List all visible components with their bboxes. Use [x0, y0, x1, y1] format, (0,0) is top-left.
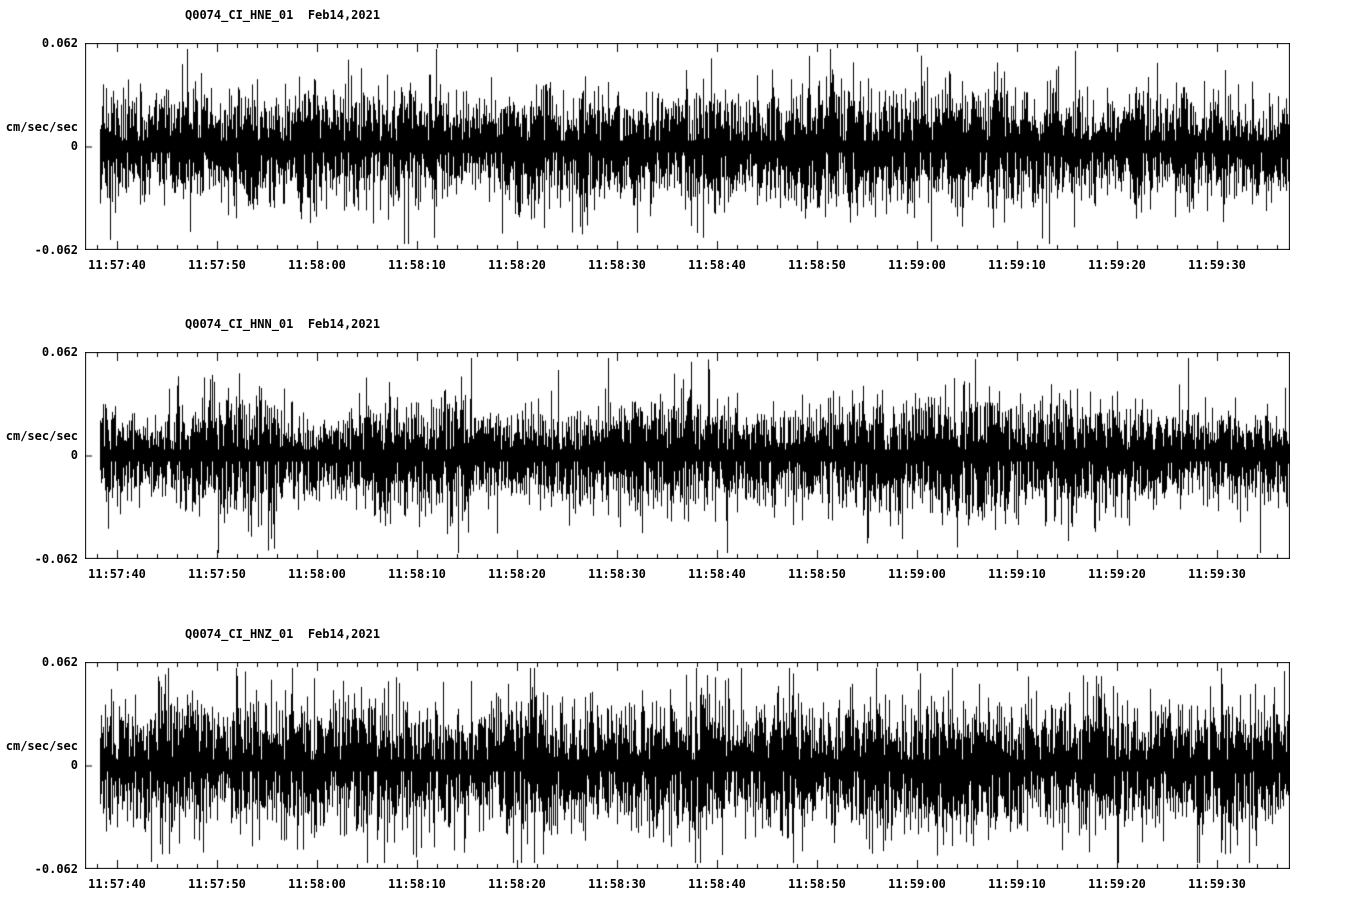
y-axis-unit-label: cm/sec/sec	[5, 429, 78, 443]
x-tick-label: 11:59:10	[988, 567, 1046, 581]
x-tick-label: 11:57:40	[88, 567, 146, 581]
x-tick-label: 11:59:10	[988, 258, 1046, 272]
x-tick-label: 11:58:50	[788, 877, 846, 891]
x-tick-label: 11:58:30	[588, 877, 646, 891]
x-tick-label: 11:57:50	[188, 567, 246, 581]
x-tick-label: 11:59:00	[888, 877, 946, 891]
x-tick-label: 11:59:00	[888, 567, 946, 581]
x-tick-label: 11:58:50	[788, 567, 846, 581]
x-tick-label: 11:58:40	[688, 877, 746, 891]
x-tick-label: 11:58:50	[788, 258, 846, 272]
panel-title-hne: Q0074_CI_HNE_01 Feb14,2021	[185, 8, 381, 22]
x-axis-tick-labels: 11:57:40 11:57:50 11:58:00 11:58:10 11:58:20…	[0, 877, 1358, 893]
x-tick-label: 11:58:40	[688, 258, 746, 272]
x-tick-label: 11:57:50	[188, 258, 246, 272]
y-min-tick-label: -0.062	[34, 243, 78, 257]
panel-title-hnn: Q0074_CI_HNN_01 Feb14,2021	[185, 317, 381, 331]
x-tick-label: 11:58:30	[588, 258, 646, 272]
x-tick-label: 11:58:40	[688, 567, 746, 581]
x-tick-label: 11:59:20	[1088, 877, 1146, 891]
x-tick-label: 11:58:30	[588, 567, 646, 581]
x-tick-label: 11:58:10	[388, 877, 446, 891]
x-tick-label: 11:58:00	[288, 258, 346, 272]
x-axis-tick-labels: 11:57:40 11:57:50 11:58:00 11:58:10 11:58:20…	[0, 258, 1358, 274]
seismogram-panel-hne: Q0074_CI_HNE_01 Feb14,2021 0.062 cm/sec/…	[0, 0, 1358, 300]
seismogram-panel-hnz: Q0074_CI_HNZ_01 Feb14,2021 0.062 cm/sec/…	[0, 619, 1358, 919]
x-tick-label: 11:58:20	[488, 258, 546, 272]
waveform-plot-hnn	[85, 352, 1290, 559]
y-min-tick-label: -0.062	[34, 862, 78, 876]
x-tick-label: 11:59:30	[1188, 258, 1246, 272]
y-max-tick-label: 0.062	[41, 655, 78, 669]
y-max-tick-label: 0.062	[41, 345, 78, 359]
x-tick-label: 11:59:10	[988, 877, 1046, 891]
x-tick-label: 11:58:20	[488, 567, 546, 581]
seismogram-panel-hnn: Q0074_CI_HNN_01 Feb14,2021 0.062 cm/sec/…	[0, 309, 1358, 609]
x-tick-label: 11:58:10	[388, 258, 446, 272]
x-tick-label: 11:57:40	[88, 258, 146, 272]
x-tick-label: 11:57:40	[88, 877, 146, 891]
x-tick-label: 11:59:20	[1088, 567, 1146, 581]
x-tick-label: 11:59:20	[1088, 258, 1146, 272]
y-zero-tick-label: 0	[70, 758, 78, 772]
panel-title-hnz: Q0074_CI_HNZ_01 Feb14,2021	[185, 627, 381, 641]
x-tick-label: 11:59:30	[1188, 567, 1246, 581]
y-zero-tick-label: 0	[70, 139, 78, 153]
y-zero-tick-label: 0	[70, 448, 78, 462]
x-tick-label: 11:58:00	[288, 877, 346, 891]
x-tick-label: 11:58:00	[288, 567, 346, 581]
waveform-plot-hne	[85, 43, 1290, 250]
y-max-tick-label: 0.062	[41, 36, 78, 50]
y-min-tick-label: -0.062	[34, 552, 78, 566]
y-axis-unit-label: cm/sec/sec	[5, 120, 78, 134]
x-tick-label: 11:57:50	[188, 877, 246, 891]
waveform-plot-hnz	[85, 662, 1290, 869]
x-tick-label: 11:59:30	[1188, 877, 1246, 891]
y-axis-unit-label: cm/sec/sec	[5, 739, 78, 753]
x-tick-label: 11:58:20	[488, 877, 546, 891]
x-tick-label: 11:59:00	[888, 258, 946, 272]
x-tick-label: 11:58:10	[388, 567, 446, 581]
x-axis-tick-labels: 11:57:40 11:57:50 11:58:00 11:58:10 11:58:20…	[0, 567, 1358, 583]
